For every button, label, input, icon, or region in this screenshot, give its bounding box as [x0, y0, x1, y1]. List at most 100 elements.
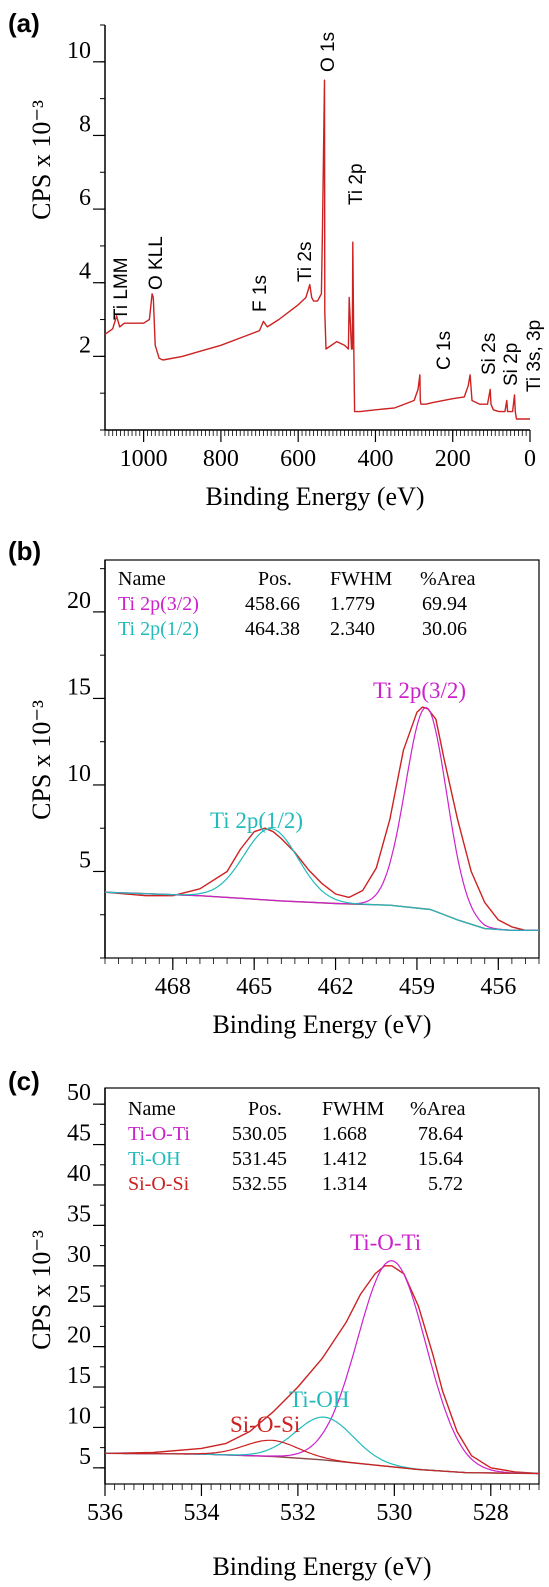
panel-a-x-axis: 1000 800 600 400 200 0	[104, 430, 536, 472]
y-tick-label: 2	[79, 332, 91, 358]
panel-c-x-axis-title: Binding Energy (eV)	[212, 1552, 431, 1581]
x-tick-label: 600	[280, 446, 316, 472]
series-envelope	[104, 1265, 540, 1475]
table-header-pos: Pos.	[248, 1098, 282, 1120]
component-curve	[104, 827, 539, 931]
panel-b-x-axis: 468 465 462 459 456	[104, 958, 540, 1000]
y-tick-label: 25	[67, 1282, 91, 1308]
panel-b: (b) 5 10 15 20 468 465 462 459 456 Name Pos. FW…	[8, 536, 540, 1039]
x-tick-label: 459	[399, 974, 435, 1000]
y-tick-label: 15	[67, 1363, 91, 1389]
component-curve	[105, 1260, 540, 1475]
table-row-pos: 530.05	[232, 1123, 287, 1145]
panel-c-y-axis: 5 10 15 20 25 30 35 40 45 50	[67, 1080, 106, 1484]
y-tick-label: 35	[67, 1201, 91, 1227]
x-tick-label: 530	[376, 1500, 412, 1526]
component-curve	[104, 706, 539, 931]
table-row-fwhm: 1.668	[322, 1123, 367, 1145]
panel-b-series	[104, 706, 539, 931]
table-row-name: Ti-OH	[128, 1148, 181, 1170]
peak-label-si-2p: Si 2p	[501, 343, 522, 386]
table-row-area: 15.64	[418, 1148, 463, 1170]
peak-label-ti-lmm: Ti LMM	[111, 257, 132, 320]
panel-a-x-axis-title: Binding Energy (eV)	[205, 482, 424, 511]
y-tick-label: 10	[67, 38, 91, 64]
peak-label-c-1s: C 1s	[434, 331, 455, 370]
y-tick-label: 50	[67, 1080, 91, 1106]
y-tick-label: 10	[67, 1403, 91, 1429]
x-tick-label: 0	[524, 446, 536, 472]
table-row-area: 78.64	[418, 1123, 463, 1145]
x-tick-label: 800	[203, 446, 239, 472]
panel-c-fit-table: Name Pos. FWHM %Area Ti-O-Ti 530.05 1.66…	[128, 1098, 466, 1195]
panel-a-y-axis: 2 4 6 8 10	[67, 24, 106, 431]
component-label-ti-o-ti: Ti-O-Ti	[350, 1230, 421, 1255]
y-tick-label: 20	[67, 1323, 91, 1349]
x-tick-label: 528	[473, 1500, 509, 1526]
panel-c-label: (c)	[8, 1066, 40, 1096]
table-row-area: 5.72	[428, 1173, 463, 1195]
component-label-ti-oh: Ti-OH	[289, 1387, 350, 1412]
table-row-fwhm: 1.412	[322, 1148, 367, 1170]
y-tick-label: 15	[67, 674, 91, 700]
x-tick-label: 200	[435, 446, 471, 472]
component-label-ti-2p-3-2: Ti 2p(3/2)	[373, 678, 466, 703]
component-curve	[105, 1416, 539, 1475]
table-header-fwhm: FWHM	[330, 568, 392, 590]
table-row-fwhm: 1.779	[330, 593, 375, 615]
table-row-pos: 531.45	[232, 1148, 287, 1170]
peak-label-f-1s: F 1s	[250, 275, 271, 312]
panel-a: (a) 2 4 6 8 10 1000 800 600 400 200 0 Ti LMM O KL…	[8, 8, 545, 511]
table-header-fwhm: FWHM	[322, 1098, 384, 1120]
panel-b-y-axis: 5 10 15 20	[67, 560, 106, 959]
component-label-si-o-si: Si-O-Si	[230, 1412, 300, 1437]
y-tick-label: 10	[67, 761, 91, 787]
series-background	[104, 1452, 540, 1475]
table-row-pos: 464.38	[245, 618, 300, 640]
table-header-name: Name	[128, 1098, 176, 1120]
peak-label-ti-2p: Ti 2p	[346, 163, 367, 205]
y-tick-label: 5	[79, 1444, 91, 1470]
panel-a-label: (a)	[8, 8, 40, 38]
peak-label-o-1s: O 1s	[318, 32, 339, 72]
table-row-fwhm: 2.340	[330, 618, 375, 640]
table-header-area: %Area	[420, 568, 476, 590]
x-tick-label: 462	[318, 974, 354, 1000]
panel-a-y-axis-title: CPS x 10⁻³	[27, 100, 56, 220]
series-spectrum	[104, 79, 530, 420]
table-row-fwhm: 1.314	[322, 1173, 367, 1195]
y-tick-label: 8	[79, 111, 91, 137]
x-tick-label: 456	[480, 974, 516, 1000]
y-tick-label: 20	[67, 588, 91, 614]
table-row-area: 30.06	[422, 618, 467, 640]
x-tick-label: 465	[236, 974, 272, 1000]
table-header-pos: Pos.	[258, 568, 292, 590]
panel-a-series	[104, 79, 530, 420]
y-tick-label: 45	[67, 1121, 91, 1147]
table-header-name: Name	[118, 568, 166, 590]
panel-a-peak-labels: Ti LMM O KLL F 1s Ti 2s O 1s Ti 2p C 1s …	[111, 32, 545, 392]
component-label-ti-2p-1-2: Ti 2p(1/2)	[210, 808, 303, 833]
table-row-area: 69.94	[422, 593, 467, 615]
x-tick-label: 536	[87, 1500, 123, 1526]
table-row-name: Ti 2p(3/2)	[118, 593, 199, 615]
peak-label-si-2s: Si 2s	[479, 333, 500, 375]
component-curve	[105, 1439, 539, 1475]
panel-b-fit-table: Name Pos. FWHM %Area Ti 2p(3/2) 458.66 1…	[118, 568, 476, 640]
x-tick-label: 400	[357, 446, 393, 472]
peak-label-ti-3s-3p: Ti 3s, 3p	[524, 320, 545, 392]
table-row-pos: 458.66	[245, 593, 300, 615]
x-tick-label: 532	[280, 1500, 316, 1526]
panel-b-x-axis-title: Binding Energy (eV)	[212, 1010, 431, 1039]
table-row-name: Si-O-Si	[128, 1173, 190, 1195]
table-header-area: %Area	[410, 1098, 466, 1120]
x-tick-label: 1000	[120, 446, 168, 472]
panel-b-y-axis-title: CPS x 10⁻³	[27, 700, 56, 820]
panel-c-y-axis-title: CPS x 10⁻³	[27, 1230, 56, 1350]
y-tick-label: 40	[67, 1161, 91, 1187]
peak-label-ti-2s: Ti 2s	[295, 242, 316, 282]
panel-b-label: (b)	[8, 536, 41, 566]
table-row-name: Ti-O-Ti	[128, 1123, 190, 1145]
panel-c-x-axis: 536 534 532 530 528	[87, 1484, 540, 1526]
